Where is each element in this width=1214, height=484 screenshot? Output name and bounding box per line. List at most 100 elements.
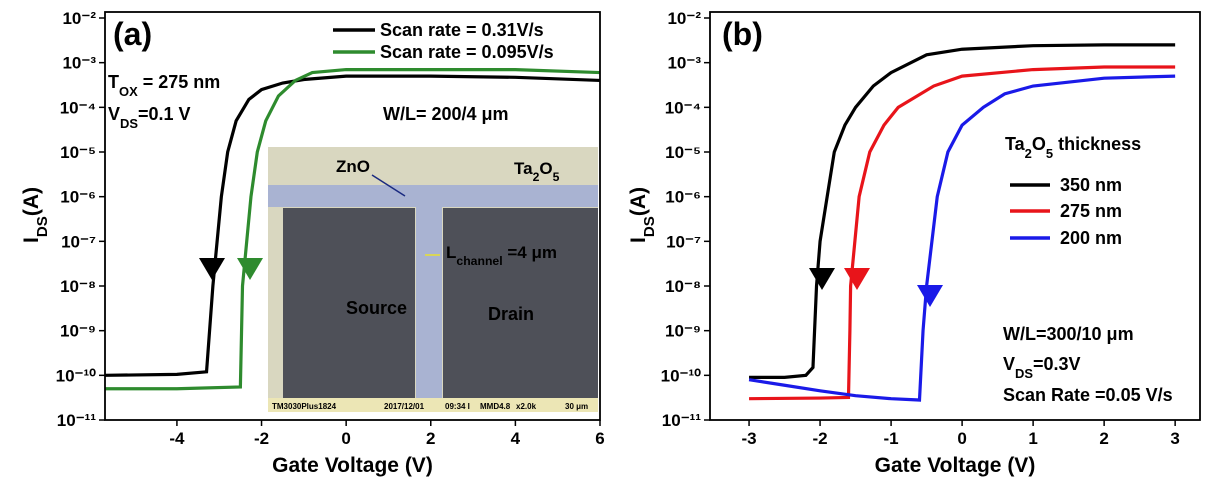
annotation-part: T (108, 72, 119, 92)
x-tick-label: 6 (595, 429, 604, 448)
x-tick-label: 3 (1170, 429, 1179, 448)
y-tick-label: 10⁻⁵ (665, 143, 701, 162)
y-tick-label: 10⁻² (62, 9, 96, 28)
y-axis-label-part: I (627, 237, 650, 243)
inset-label-part: =4 μm (503, 243, 557, 262)
panel-label: (a) (113, 16, 152, 52)
y-axis-label-part: (A) (627, 187, 650, 216)
inset-label: Lchannel =4 μm (446, 243, 557, 268)
y-tick-label: 10⁻¹¹ (662, 411, 702, 430)
legend-label: 200 nm (1060, 228, 1122, 248)
legend-title-part: O (1032, 134, 1046, 154)
annotation: Scan Rate =0.05 V/s (1003, 385, 1173, 405)
y-tick-label: 10⁻⁴ (665, 98, 701, 117)
y-tick-label: 10⁻⁸ (665, 277, 701, 296)
y-tick-label: 10⁻⁵ (60, 143, 96, 162)
legend-title-part: Ta (1005, 134, 1026, 154)
legend-label: 275 nm (1060, 201, 1122, 221)
inset-label-part: O (539, 159, 552, 178)
annotation-part: OX (119, 84, 138, 99)
inset-footer-text: 2017/12/01 (384, 402, 425, 411)
x-tick-label: -2 (254, 429, 269, 448)
sweep-arrow (809, 268, 835, 290)
inset-label: Ta2O5 (514, 159, 560, 184)
legend-label: 350 nm (1060, 175, 1122, 195)
annotation-part: DS (1015, 366, 1033, 381)
y-tick-label: 10⁻⁷ (61, 232, 96, 251)
inset-label-part: 2 (533, 170, 540, 184)
annotation-part: V (1003, 354, 1015, 374)
legend-label: Scan rate = 0.095V/s (380, 42, 554, 62)
x-tick-label: -2 (813, 429, 828, 448)
inset-label-part: L (446, 243, 456, 262)
inset-footer (268, 398, 598, 412)
y-tick-label: 10⁻⁷ (666, 232, 701, 251)
sweep-arrow (917, 285, 943, 307)
y-axis-label: IDS(A) (627, 187, 658, 243)
annotation-part: =0.1 V (138, 104, 191, 124)
x-tick-label: -3 (741, 429, 756, 448)
sweep-arrow (844, 268, 870, 290)
inset-footer-text: 09:34 I (445, 402, 470, 411)
inset-footer-text: 30 μm (565, 402, 588, 411)
y-axis-label-part: (A) (20, 187, 43, 216)
panel-label: (b) (722, 16, 763, 52)
series-line (749, 43, 1176, 379)
inset-footer-text: TM3030Plus1824 (272, 402, 337, 411)
series-line (748, 74, 1176, 402)
sem-inset: ZnO Ta2O5 Source Drain Lchannel =4 μm TM3030P… (268, 147, 598, 412)
inset-label: ZnO (336, 157, 370, 176)
y-axis-label-part: DS (34, 216, 51, 237)
inset-label: Source (346, 298, 407, 318)
plot-frame (104, 11, 601, 421)
x-axis-label: Gate Voltage (V) (272, 454, 433, 477)
annotation-part: = 275 nm (138, 72, 221, 92)
y-tick-label: 10⁻⁴ (60, 98, 96, 117)
annotation: TOX = 275 nm (108, 72, 220, 99)
y-tick-label: 10⁻³ (62, 54, 96, 73)
annotation: VDS=0.3V (1003, 354, 1081, 381)
series-line (105, 67, 601, 391)
series-line (749, 65, 1176, 401)
legend-title-part: thickness (1053, 134, 1141, 154)
y-axis-label: IDS(A) (20, 187, 51, 243)
y-tick-label: 10⁻⁸ (60, 277, 96, 296)
x-tick-label: -1 (884, 429, 899, 448)
inset-arrow (371, 174, 406, 197)
annotation: W/L=300/10 μm (1003, 324, 1134, 344)
y-tick-label: 10⁻⁹ (60, 322, 96, 341)
x-tick-label: 2 (426, 429, 435, 448)
y-tick-label: 10⁻¹¹ (57, 411, 97, 430)
x-tick-label: -4 (169, 429, 185, 448)
drain-pad (443, 208, 598, 398)
x-axis-label: Gate Voltage (V) (875, 454, 1036, 477)
inset-footer-text: x2.0k (516, 402, 537, 411)
annotation-part: =0.3V (1033, 354, 1081, 374)
inset-label-part: 5 (553, 170, 560, 184)
x-tick-label: 2 (1099, 429, 1108, 448)
annotation-part: DS (120, 116, 138, 131)
chart: 10⁻¹¹ 10⁻¹⁰ 10⁻⁹ 10⁻⁸ 10⁻⁷ 10⁻⁶ 10⁻⁵ 10⁻⁴ 10⁻³ 10… (20, 9, 605, 477)
y-axis-label-part: DS (641, 216, 658, 237)
source-pad (283, 208, 415, 398)
y-tick-label: 10⁻⁹ (665, 322, 701, 341)
y-tick-label: 10⁻¹⁰ (661, 366, 702, 385)
legend-title: Ta2O5 thickness (1005, 134, 1141, 161)
sweep-arrow (199, 258, 225, 280)
legend-title-part: 2 (1025, 146, 1032, 161)
x-tick-label: 0 (957, 429, 966, 448)
y-tick-label: 10⁻³ (667, 54, 701, 73)
annotation: VDS=0.1 V (108, 104, 191, 131)
y-axis-label-part: I (20, 237, 43, 243)
legend-label: Scan rate = 0.31V/s (380, 20, 544, 40)
annotation: W/L= 200/4 μm (383, 104, 509, 124)
inset-label: Drain (488, 304, 534, 324)
legend-title-part: 5 (1046, 146, 1053, 161)
x-tick-label: 4 (511, 429, 521, 448)
channel-strip (416, 185, 442, 398)
inset-label-part: Ta (514, 159, 533, 178)
series-line (104, 74, 601, 377)
x-tick-label: 0 (341, 429, 350, 448)
x-tick-label: 1 (1028, 429, 1037, 448)
